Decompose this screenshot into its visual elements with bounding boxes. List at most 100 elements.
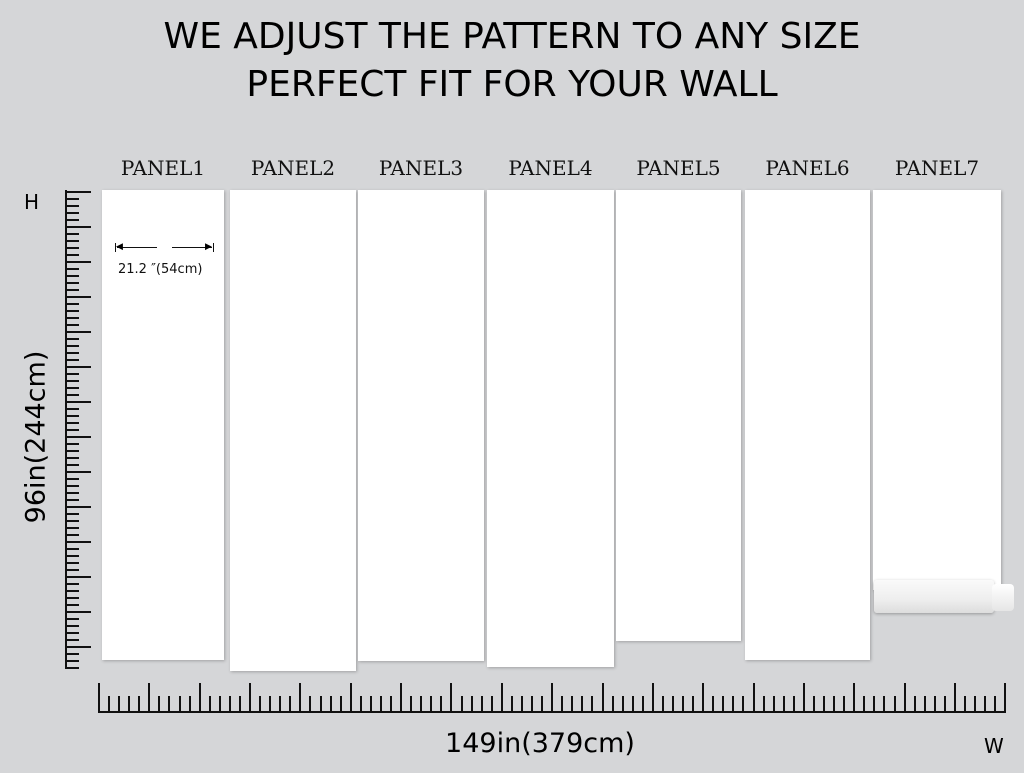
height-letter: H <box>24 190 40 214</box>
ruler-tick <box>65 205 79 207</box>
panel <box>616 190 741 641</box>
ruler-tick <box>641 696 644 711</box>
ruler-tick <box>772 696 775 711</box>
ruler-tick <box>128 696 131 711</box>
ruler-tick <box>964 696 967 711</box>
ruler-tick <box>661 696 664 711</box>
panel <box>102 190 224 660</box>
ruler-tick <box>65 492 79 494</box>
ruler-tick <box>671 696 674 711</box>
ruler-tick <box>65 660 79 662</box>
ruler-tick <box>65 317 79 319</box>
ruler-tick <box>812 696 815 711</box>
ruler-tick <box>65 219 79 221</box>
ruler-tick <box>65 338 79 340</box>
panel <box>873 190 1001 590</box>
ruler-tick <box>65 639 79 641</box>
ruler-tick <box>65 562 79 564</box>
width-label: 149in(379cm) <box>445 728 635 759</box>
ruler-tick <box>843 696 846 711</box>
ruler-tick <box>65 394 79 396</box>
ruler-tick <box>118 696 121 711</box>
ruler-tick <box>712 696 715 711</box>
ruler-tick <box>65 541 91 543</box>
ruler-tick <box>65 226 91 228</box>
ruler-tick <box>65 366 91 368</box>
ruler-tick <box>65 240 79 242</box>
ruler-tick <box>863 696 866 711</box>
ruler-tick <box>520 696 523 711</box>
ruler-tick <box>792 696 795 711</box>
ruler-tick <box>65 618 79 620</box>
panel-width-label: 21.2 ″(54cm) <box>118 262 203 277</box>
ruler-tick <box>148 683 151 711</box>
panel-label: PANEL3 <box>378 156 464 180</box>
ruler-tick <box>65 506 91 508</box>
ruler-tick <box>65 345 79 347</box>
ruler-tick <box>65 380 79 382</box>
ruler-tick <box>65 296 91 298</box>
ruler-tick <box>923 696 926 711</box>
ruler-tick <box>65 457 79 459</box>
ruler-tick <box>65 576 91 578</box>
ruler-tick <box>65 275 79 277</box>
ruler-tick <box>833 696 836 711</box>
ruler-tick <box>65 233 79 235</box>
ruler-tick <box>742 696 745 711</box>
ruler-tick <box>65 597 79 599</box>
ruler-tick <box>269 696 272 711</box>
ruler-tick <box>359 696 362 711</box>
ruler-tick <box>65 569 79 571</box>
ruler-tick <box>450 683 453 711</box>
ruler-tick <box>853 683 856 711</box>
ruler-tick <box>692 696 695 711</box>
ruler-tick <box>65 331 91 333</box>
ruler-tick <box>65 499 79 501</box>
rolled-panel-end <box>874 580 994 613</box>
ruler-tick <box>319 696 322 711</box>
ruler-tick <box>621 696 624 711</box>
ruler-tick <box>390 696 393 711</box>
ruler-tick <box>510 696 513 711</box>
ruler-tick <box>238 696 241 711</box>
ruler-tick <box>369 696 372 711</box>
ruler-tick <box>218 696 221 711</box>
height-label: 96in(244cm) <box>20 350 52 524</box>
ruler-tick <box>65 548 79 550</box>
ruler-tick <box>65 429 79 431</box>
ruler-tick <box>65 387 79 389</box>
ruler-tick <box>601 683 604 711</box>
ruler-tick <box>65 625 79 627</box>
panel <box>487 190 614 667</box>
panel <box>745 190 870 660</box>
ruler-tick <box>138 696 141 711</box>
ruler-tick <box>752 683 755 711</box>
ruler-tick <box>531 696 533 711</box>
ruler-tick <box>65 611 91 613</box>
ruler-tick <box>65 485 79 487</box>
ruler-tick <box>65 352 79 354</box>
ruler-tick <box>65 247 79 249</box>
ruler-spine <box>98 711 1006 713</box>
ruler-tick <box>65 513 79 515</box>
ruler-tick <box>943 696 946 711</box>
ruler-tick <box>470 696 473 711</box>
ruler-tick <box>65 212 79 214</box>
ruler-tick <box>782 696 785 711</box>
ruler-tick <box>913 696 916 711</box>
ruler-tick <box>228 696 231 711</box>
width-letter: W <box>984 734 1004 758</box>
ruler-tick <box>65 303 79 305</box>
ruler-tick <box>903 683 906 711</box>
ruler-tick <box>65 464 79 466</box>
ruler-tick <box>65 422 79 424</box>
ruler-tick <box>400 683 403 711</box>
panel-label: PANEL1 <box>120 156 206 180</box>
ruler-tick <box>65 436 91 438</box>
ruler-tick <box>581 696 584 711</box>
ruler-tick <box>490 696 493 711</box>
ruler-tick <box>65 583 79 585</box>
ruler-tick <box>65 450 79 452</box>
ruler-tick <box>65 268 79 270</box>
ruler-tick <box>65 310 79 312</box>
